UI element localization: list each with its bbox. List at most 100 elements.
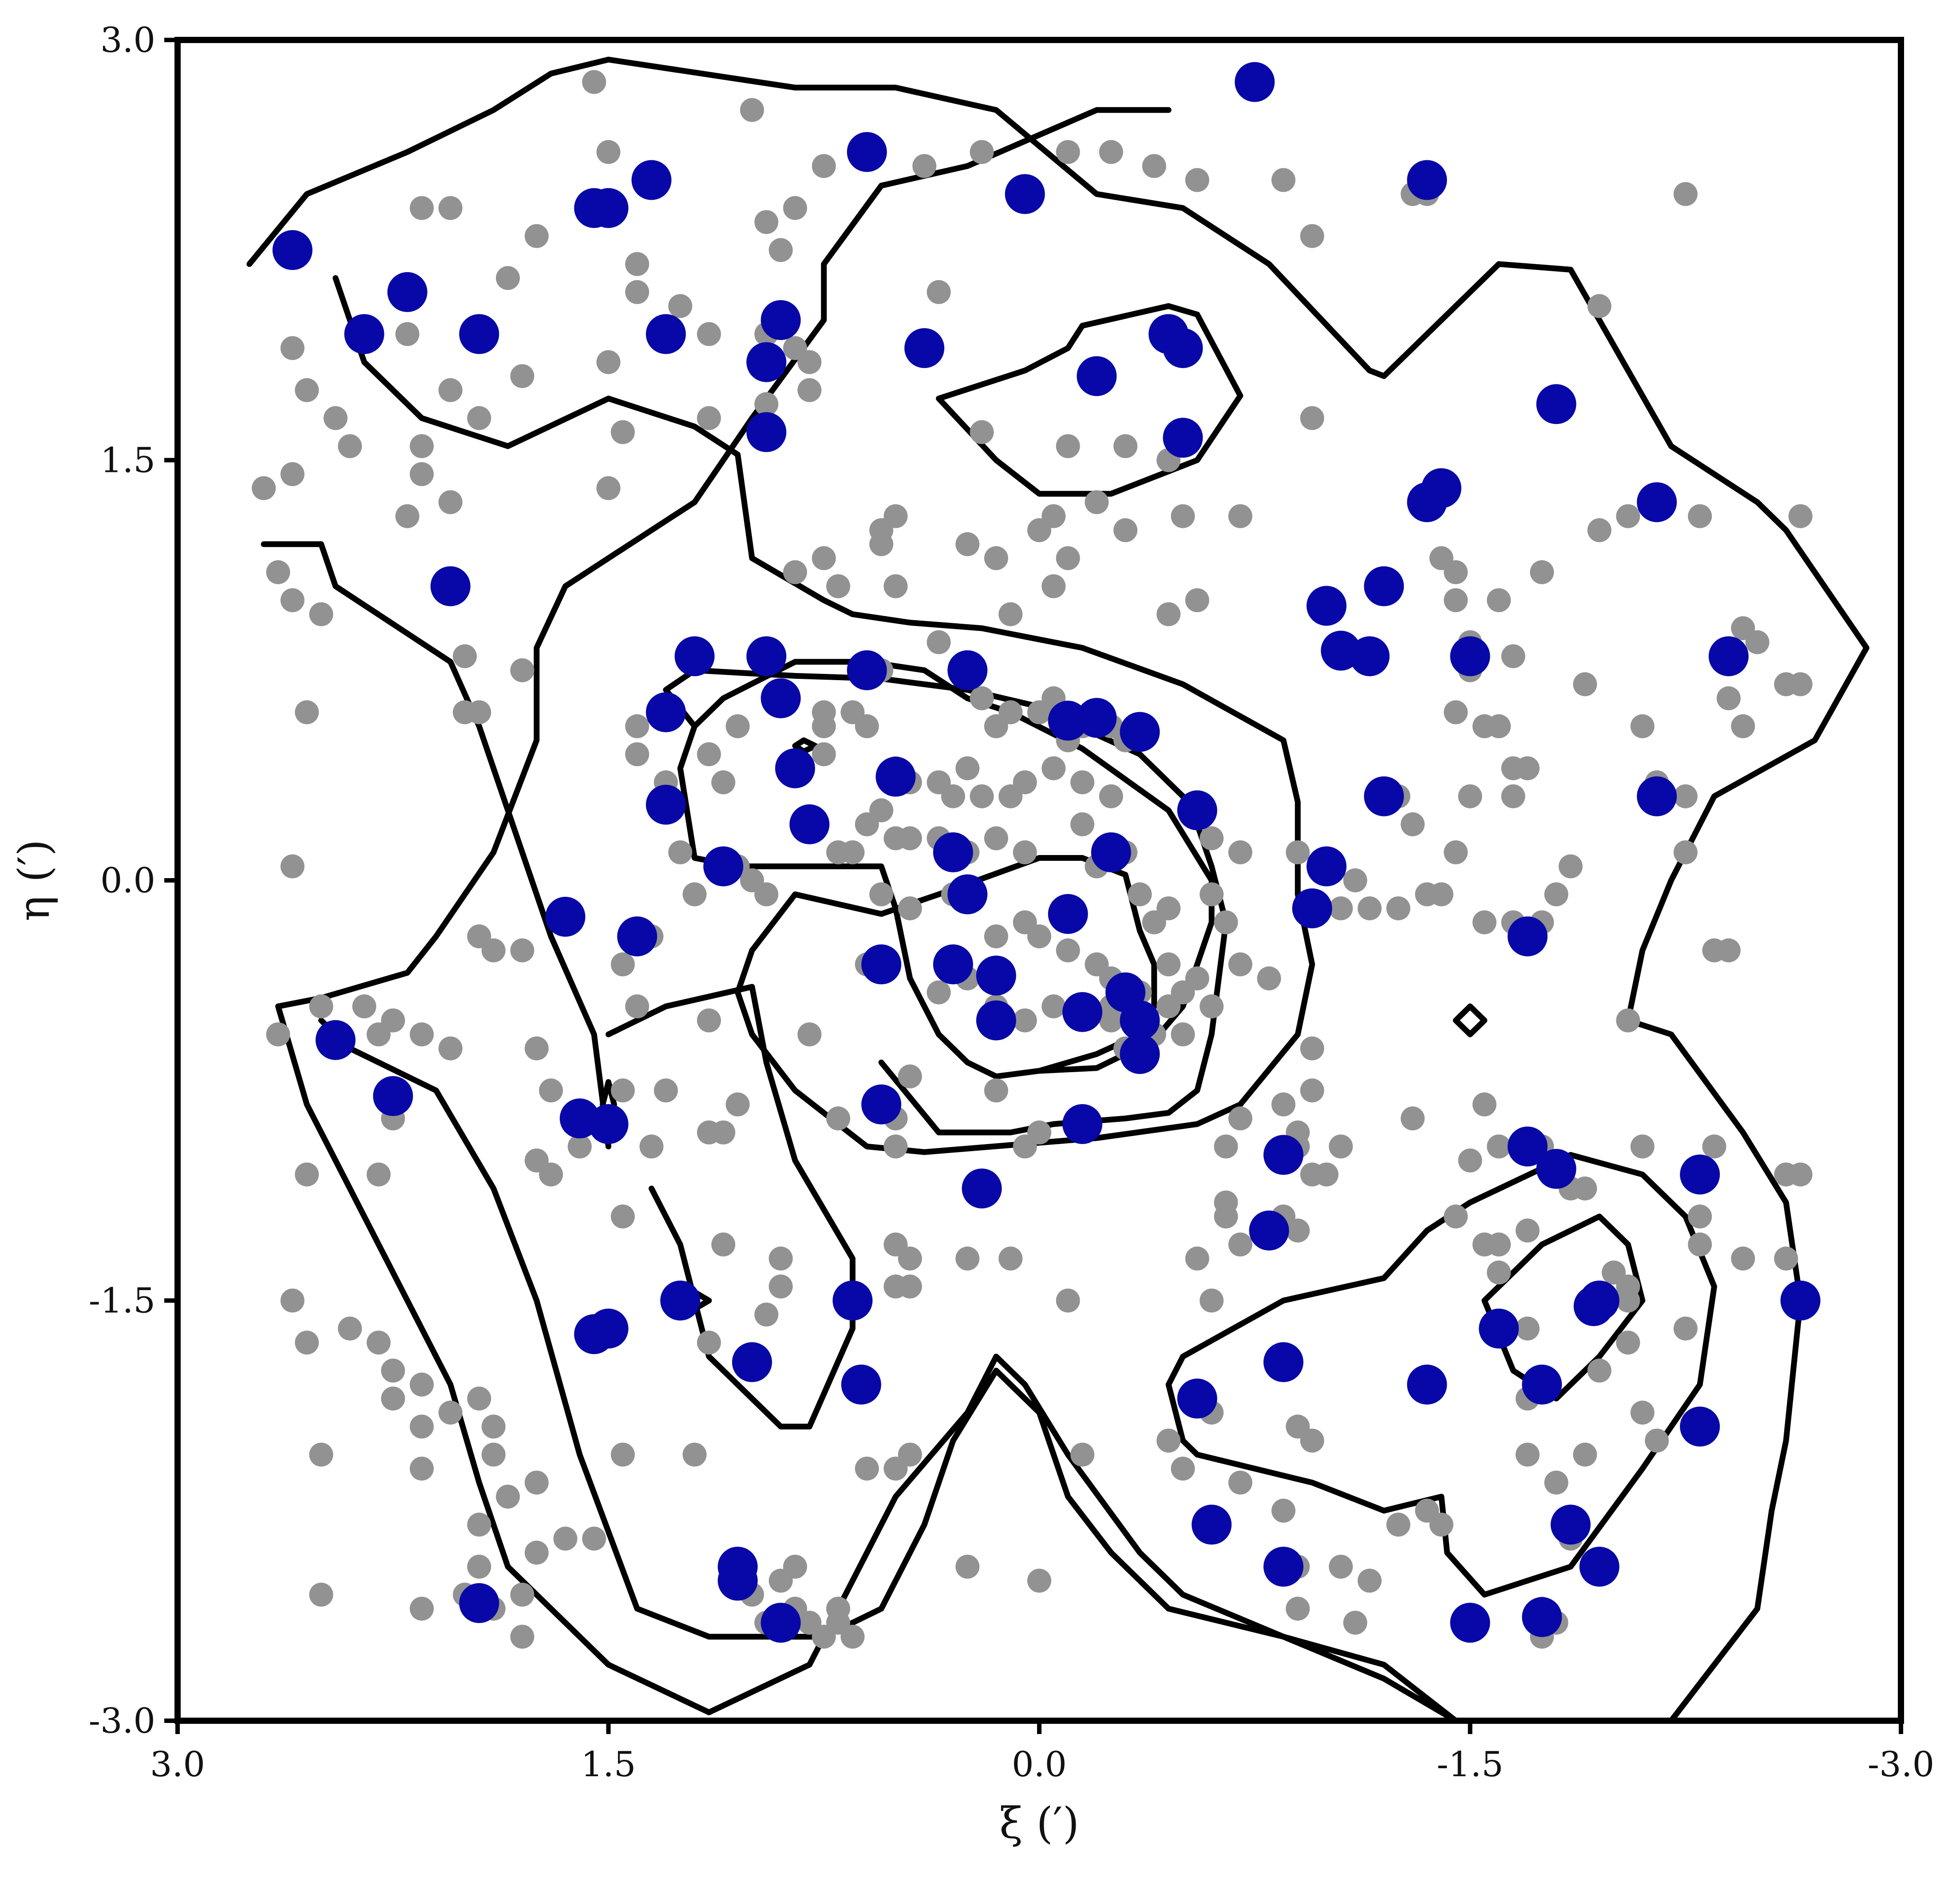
series-a-point-17 — [410, 196, 434, 220]
series-a-point-328 — [1156, 1429, 1181, 1453]
series-a-point-293 — [510, 1624, 535, 1649]
series-a-point-250 — [309, 994, 333, 1018]
series-a-point-21 — [625, 252, 649, 276]
series-b-point-65 — [315, 1020, 356, 1060]
contour-line-4 — [936, 303, 1243, 497]
series-a-point-148 — [812, 714, 836, 738]
series-a-point-335 — [1286, 1218, 1310, 1243]
series-a-point-241 — [1027, 1120, 1051, 1144]
series-a-point-164 — [955, 756, 980, 780]
y-tick-label-1: -3.0 — [89, 1701, 155, 1741]
series-a-point-52 — [1085, 490, 1109, 515]
series-a-point-262 — [295, 1162, 319, 1187]
series-a-point-283 — [481, 1442, 506, 1467]
series-a-point-133 — [309, 602, 333, 626]
series-a-point-387 — [1214, 1204, 1238, 1229]
series-a-point-41 — [510, 364, 535, 388]
series-a-point-307 — [898, 1274, 922, 1299]
series-a-point-89 — [1731, 616, 1755, 641]
series-a-point-100 — [1573, 672, 1597, 697]
series-a-point-29 — [697, 322, 721, 346]
series-a-point-304 — [754, 1303, 779, 1327]
series-a-point-272 — [295, 1331, 319, 1355]
series-b-point-53 — [1048, 894, 1088, 934]
series-a-point-172 — [1099, 784, 1123, 808]
series-a-point-259 — [510, 938, 535, 962]
series-a-point-275 — [381, 1358, 405, 1383]
series-a-point-1 — [582, 70, 606, 94]
series-a-point-43 — [697, 406, 721, 430]
series-b-point-95 — [1192, 1505, 1232, 1545]
series-a-point-32 — [797, 350, 822, 374]
contour-line-7 — [1165, 1152, 1717, 1598]
series-a-point-182 — [1013, 840, 1037, 864]
series-a-point-218 — [1200, 882, 1224, 907]
series-a-point-234 — [725, 1092, 750, 1117]
series-a-point-308 — [955, 1246, 980, 1271]
series-a-point-267 — [610, 1204, 635, 1229]
series-a-point-15 — [1300, 224, 1324, 248]
series-a-point-60 — [410, 462, 434, 486]
series-a-point-232 — [697, 1008, 721, 1033]
series-a-point-40 — [467, 406, 491, 430]
contour-line-1 — [246, 56, 1869, 1721]
series-a-point-87 — [1788, 504, 1813, 528]
series-a-point-227 — [1099, 1008, 1123, 1033]
series-a-point-271 — [280, 1288, 305, 1313]
series-a-point-243 — [1228, 1106, 1252, 1131]
series-a-point-58 — [252, 476, 276, 500]
series-a-point-8 — [1099, 140, 1123, 164]
series-a-point-109 — [1558, 854, 1583, 879]
series-a-point-85 — [1616, 504, 1640, 528]
series-a-point-26 — [768, 238, 793, 262]
series-a-point-239 — [711, 1120, 736, 1144]
series-a-point-139 — [725, 714, 750, 738]
series-a-point-253 — [381, 1008, 405, 1033]
series-a-point-386 — [1472, 1092, 1497, 1117]
series-b-point-93 — [1550, 1505, 1591, 1545]
series-a-point-237 — [826, 1106, 851, 1131]
series-a-point-303 — [768, 1274, 793, 1299]
series-a-point-45 — [797, 378, 822, 402]
series-a-point-16 — [1587, 294, 1612, 318]
series-a-point-20 — [496, 266, 520, 290]
series-a-point-363 — [1587, 1358, 1612, 1383]
series-a-point-280 — [438, 1400, 463, 1425]
series-a-point-261 — [366, 1162, 391, 1187]
series-a-point-351 — [1487, 1260, 1511, 1285]
series-a-point-131 — [266, 560, 290, 584]
series-a-point-129 — [510, 658, 535, 682]
series-a-point-214 — [1200, 826, 1224, 851]
series-b-point-23 — [1421, 468, 1461, 508]
y-axis: -3.0 -1.5 0.0 1.5 3.0 — [89, 20, 178, 1741]
series-a-point-221 — [1300, 1036, 1324, 1061]
series-a-point-332 — [1228, 1232, 1252, 1257]
contour-line-11 — [1453, 1003, 1488, 1037]
series-a-point-338 — [1271, 1498, 1295, 1523]
series-a-point-108 — [1673, 840, 1698, 864]
series-a-point-220 — [1286, 840, 1310, 864]
series-a-point-110 — [1544, 882, 1568, 907]
series-b-point-102 — [459, 1583, 499, 1623]
series-a-point-281 — [467, 1386, 491, 1411]
series-a-point-301 — [711, 1232, 736, 1257]
y-tick-label-3: 0.0 — [100, 861, 155, 901]
series-a-point-137 — [697, 742, 721, 766]
series-a-point-93 — [1444, 700, 1468, 725]
series-a-point-149 — [812, 742, 836, 766]
series-a-point-9 — [1142, 154, 1166, 178]
series-a-point-362 — [1573, 1442, 1597, 1467]
series-a-point-146 — [754, 882, 779, 907]
series-b-points — [272, 62, 1821, 1643]
series-b-point-20 — [1163, 418, 1203, 458]
series-a-point-352 — [1515, 1218, 1540, 1243]
series-a-point-2 — [740, 98, 764, 122]
series-b-point-37 — [703, 846, 744, 887]
series-a-point-199 — [984, 924, 1008, 949]
series-a-point-224 — [797, 1022, 822, 1046]
series-a-point-314 — [768, 1568, 793, 1593]
series-a-point-211 — [1041, 994, 1066, 1018]
series-a-point-377 — [1774, 1162, 1798, 1187]
series-a-point-155 — [970, 686, 994, 710]
series-a-point-287 — [467, 1555, 491, 1579]
